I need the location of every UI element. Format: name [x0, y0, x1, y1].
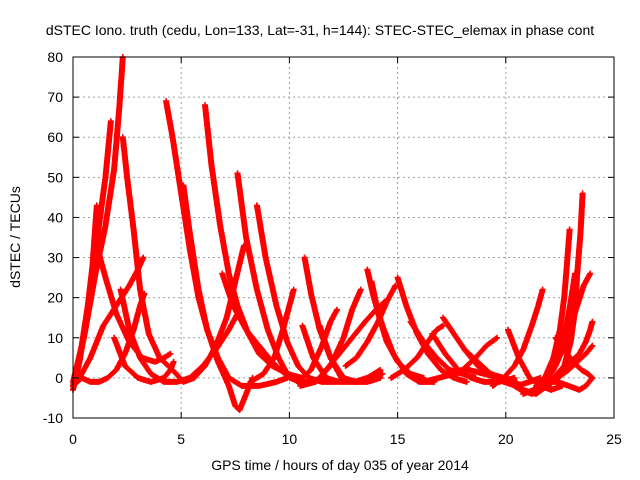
- data-point-markers: [111, 334, 177, 385]
- y-tick-label: 70: [47, 89, 63, 105]
- data-point-markers: [119, 134, 172, 369]
- data-series: [119, 134, 172, 369]
- y-tick-label: 30: [47, 250, 63, 266]
- y-tick-label: 10: [47, 330, 63, 346]
- y-tick-label: -10: [43, 410, 63, 426]
- data-series: [559, 318, 596, 373]
- data-series: [342, 282, 399, 369]
- axis-ticks: 0 5 10 15 20 25 -10 0 10 20 30 40 50 60 70 80: [43, 49, 622, 447]
- x-tick-label: 25: [606, 431, 622, 447]
- y-tick-label: 0: [55, 370, 63, 386]
- y-tick-label: 60: [47, 129, 63, 145]
- data-point-markers: [342, 282, 399, 369]
- data-points: [70, 54, 596, 413]
- data-point-markers: [552, 334, 596, 381]
- data-series: [180, 182, 256, 413]
- data-series: [552, 334, 596, 381]
- y-tick-label: 40: [47, 209, 63, 225]
- y-tick-label: 80: [47, 49, 63, 65]
- x-tick-label: 15: [390, 431, 406, 447]
- chart-title: dSTEC Iono. truth (cedu, Lon=133, Lat=-3…: [46, 22, 594, 38]
- data-series: [111, 334, 177, 385]
- x-tick-label: 10: [282, 431, 298, 447]
- data-point-markers: [316, 322, 386, 385]
- y-tick-label: 50: [47, 169, 63, 185]
- data-point-markers: [247, 286, 297, 385]
- data-series: [533, 374, 596, 393]
- x-tick-label: 0: [69, 431, 77, 447]
- y-axis-label: dSTEC / TECUs: [7, 186, 23, 288]
- data-point-markers: [559, 318, 596, 373]
- y-tick-label: 20: [47, 290, 63, 306]
- data-series: [247, 286, 297, 385]
- x-axis-label: GPS time / hours of day 035 of year 2014: [211, 457, 469, 473]
- data-point-markers: [533, 374, 596, 393]
- x-tick-label: 5: [177, 431, 185, 447]
- plot-frame: [72, 56, 615, 419]
- data-point-markers: [180, 182, 256, 413]
- data-series: [316, 322, 386, 385]
- x-tick-label: 20: [498, 431, 514, 447]
